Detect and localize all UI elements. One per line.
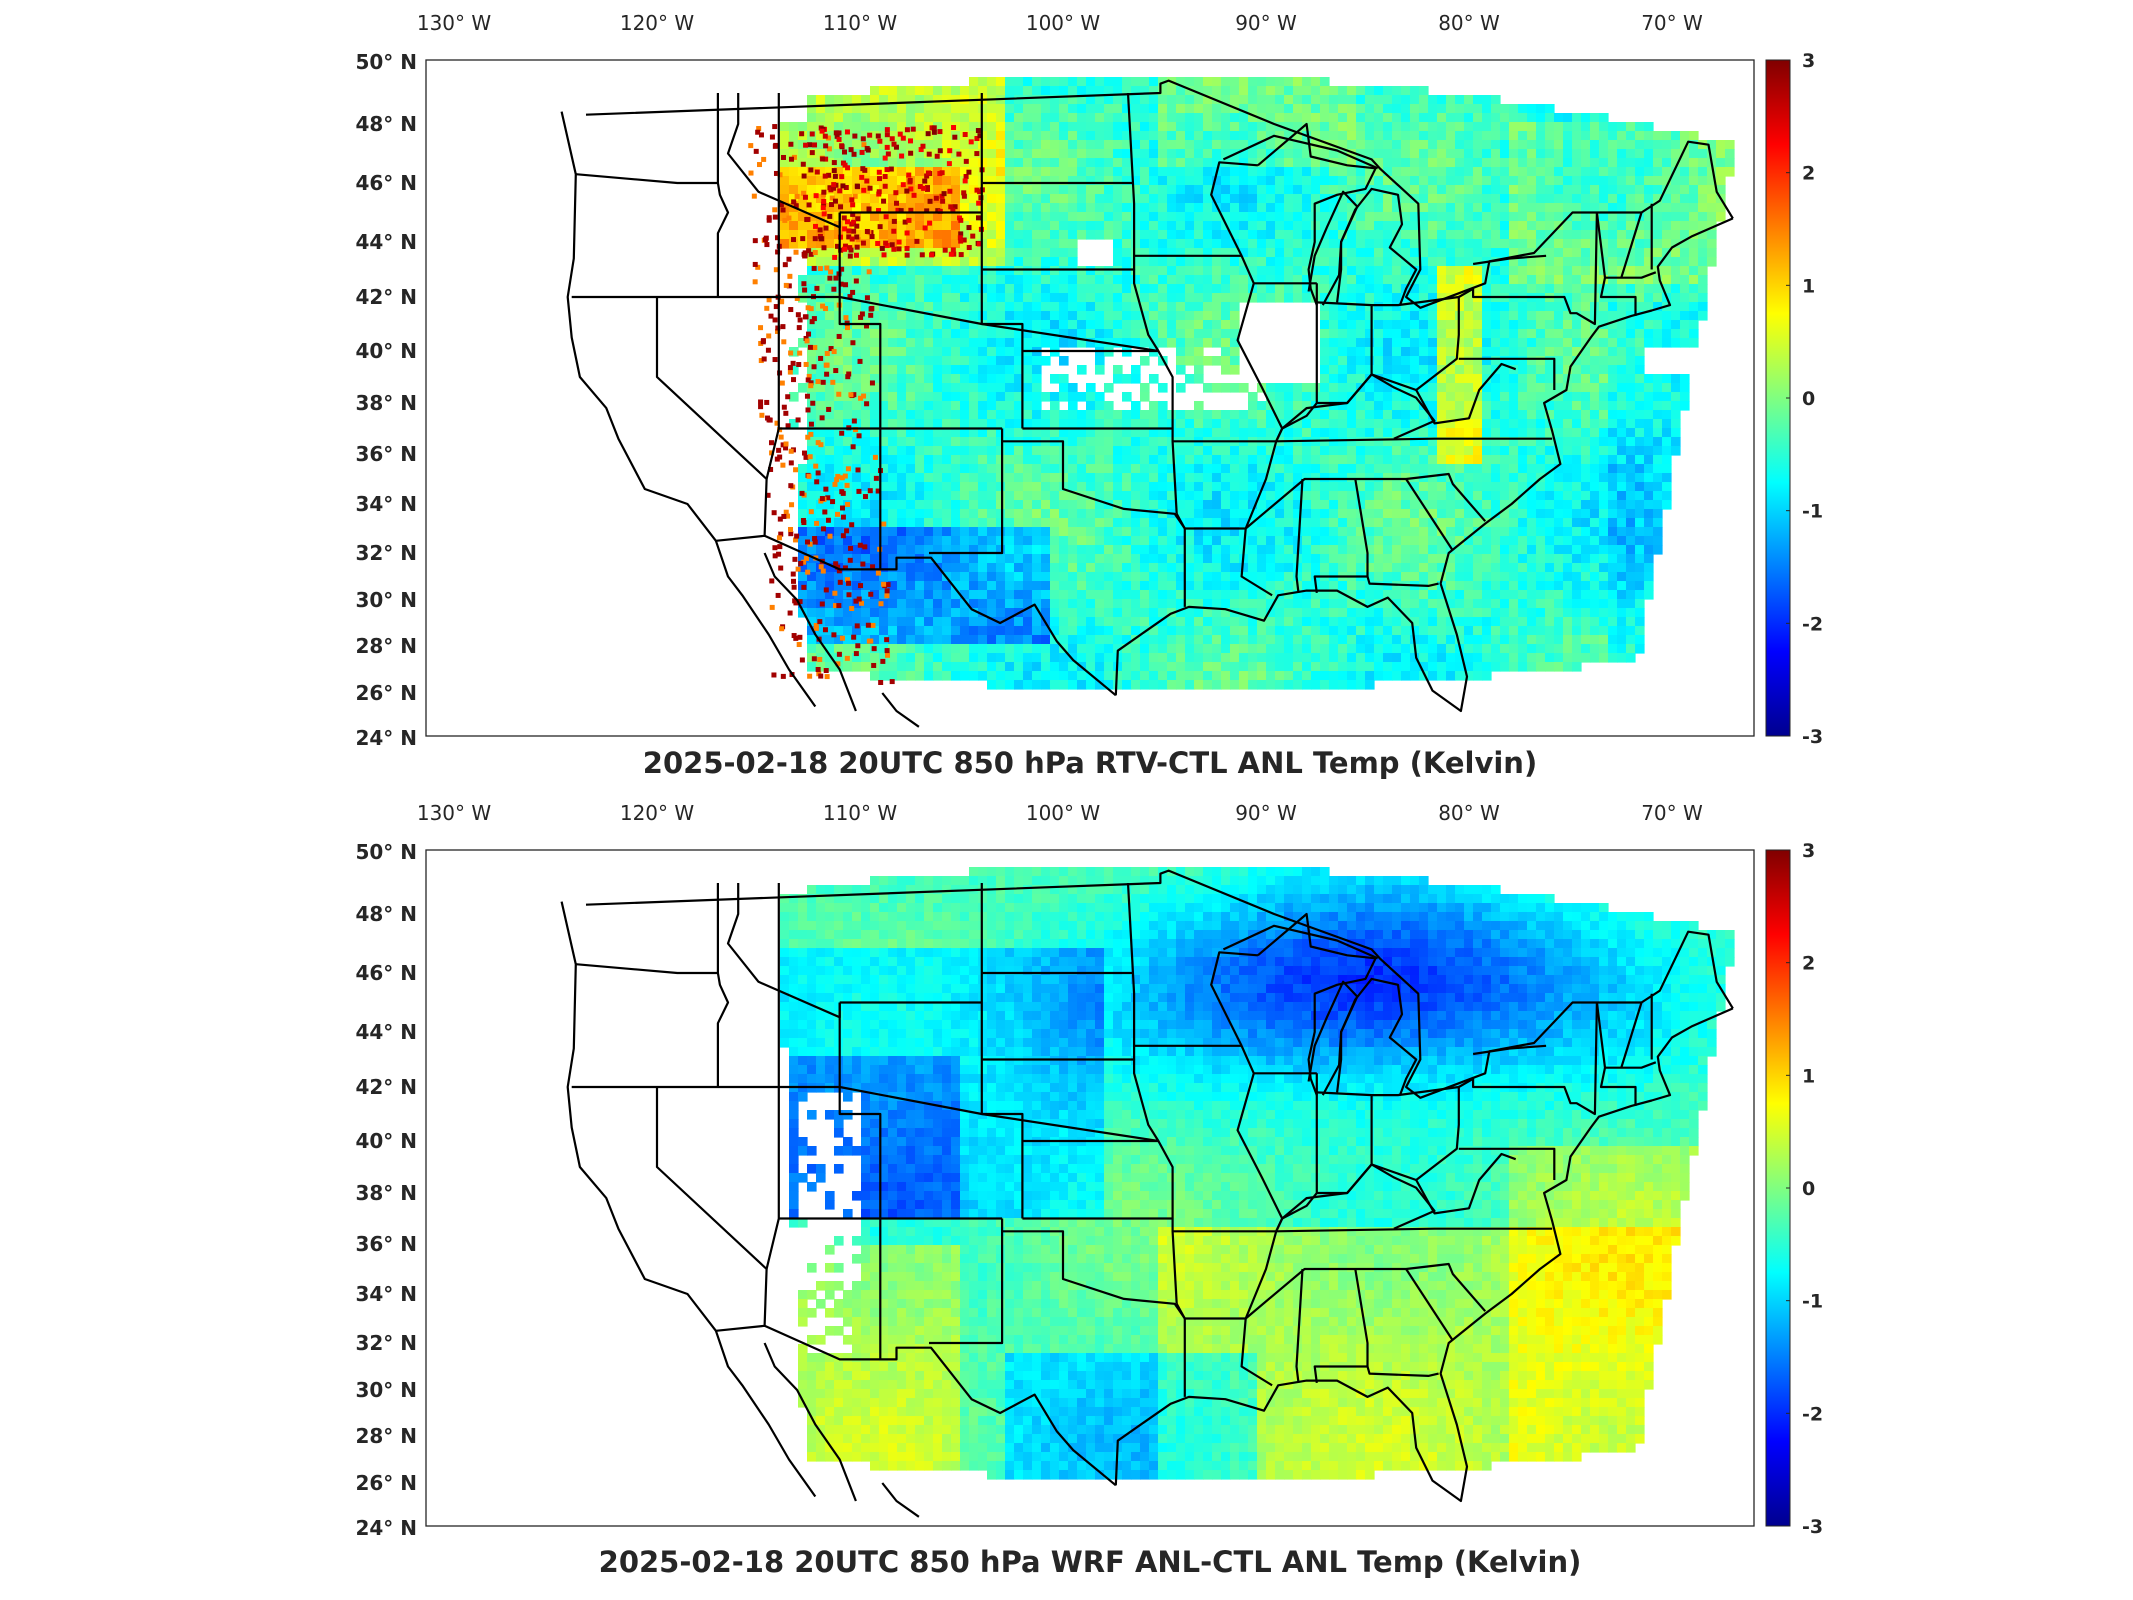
latitude-label: 34° N (355, 1282, 417, 1306)
colorbar-tick-label: -1 (1802, 1291, 1823, 1313)
colorbar-tick-label: -2 (1802, 613, 1823, 635)
latitude-label: 44° N (355, 230, 417, 254)
latitude-label: 28° N (355, 1424, 417, 1448)
latitude-labels-top: 50° N 48° N 46° N 44° N 42° N 40° N 38° N 36° N… (355, 50, 417, 750)
latitude-label: 24° N (355, 726, 417, 750)
colorbar-tick-label: 3 (1802, 840, 1815, 862)
latitude-label: 24° N (355, 1516, 417, 1540)
longitude-label: 100° W (1026, 11, 1101, 35)
latitude-label: 32° N (355, 1331, 417, 1355)
latitude-label: 30° N (355, 588, 417, 612)
latitude-label: 48° N (355, 902, 417, 926)
state-borders-bottom (560, 869, 1734, 1518)
colorbar-tick-label: -3 (1802, 1516, 1823, 1538)
state-borders-top (560, 79, 1734, 728)
colorbar-bottom: 3 2 1 0 -1 -2 -3 (1765, 840, 1823, 1538)
latitude-label: 40° N (355, 1129, 417, 1153)
longitude-label: 100° W (1026, 801, 1101, 825)
latitude-label: 36° N (355, 1232, 417, 1256)
latitude-label: 44° N (355, 1020, 417, 1044)
latitude-labels-bottom: 50° N 48° N 46° N 44° N 42° N 40° N 38° N 36° N… (355, 840, 417, 1540)
longitude-label: 70° W (1641, 801, 1703, 825)
latitude-label: 36° N (355, 442, 417, 466)
longitude-label: 120° W (620, 801, 695, 825)
colorbar-tick-label: 0 (1802, 1178, 1815, 1200)
latitude-label: 38° N (355, 1181, 417, 1205)
colorbar-tick-label: 1 (1802, 1065, 1815, 1087)
longitude-label: 90° W (1235, 11, 1297, 35)
latitude-label: 38° N (355, 391, 417, 415)
map-figure-bottom: 130° W 120° W 110° W 100° W 90° W 80° W 70° W … (355, 801, 1823, 1540)
latitude-label: 28° N (355, 634, 417, 658)
latitude-label: 50° N (355, 50, 417, 74)
map-figure-top: 130° W 120° W 110° W 100° W 90° W 80° W 70° W … (355, 11, 1823, 750)
colorbar-tick-label: 1 (1802, 275, 1815, 297)
latitude-label: 26° N (355, 681, 417, 705)
latitude-label: 42° N (355, 1075, 417, 1099)
latitude-label: 42° N (355, 285, 417, 309)
latitude-label: 30° N (355, 1378, 417, 1402)
colorbar-tick-label: 2 (1802, 953, 1815, 975)
colorbar-tick-label: -2 (1802, 1403, 1823, 1425)
longitude-label: 110° W (823, 801, 898, 825)
map-panel-bottom: 130° W 120° W 110° W 100° W 90° W 80° W 70° W … (0, 790, 2133, 1580)
latitude-label: 50° N (355, 840, 417, 864)
colorbar-tick-label: -1 (1802, 501, 1823, 523)
latitude-label: 40° N (355, 339, 417, 363)
longitude-labels-bottom: 130° W 120° W 110° W 100° W 90° W 80° W 70° W (417, 801, 1703, 825)
map-panel-top: 130° W 120° W 110° W 100° W 90° W 80° W 70° W … (0, 0, 2133, 790)
longitude-label: 130° W (417, 801, 492, 825)
longitude-label: 90° W (1235, 801, 1297, 825)
longitude-label: 120° W (620, 11, 695, 35)
map-frame-top (425, 59, 1755, 737)
temperature-difference-field-top (748, 77, 1735, 690)
colorbar-tick-label: 2 (1802, 163, 1815, 185)
longitude-labels-top: 130° W 120° W 110° W 100° W 90° W 80° W 70° W (417, 11, 1703, 35)
latitude-label: 32° N (355, 541, 417, 565)
map-frame-bottom (425, 849, 1755, 1527)
latitude-label: 34° N (355, 492, 417, 516)
latitude-label: 46° N (355, 961, 417, 985)
latitude-label: 46° N (355, 171, 417, 195)
longitude-label: 70° W (1641, 11, 1703, 35)
panel-title-bottom: 2025-02-18 20UTC 850 hPa WRF ANL-CTL ANL… (598, 1545, 1582, 1579)
colorbar-top: 3 2 1 0 -1 -2 -3 (1765, 50, 1823, 748)
longitude-label: 80° W (1438, 801, 1500, 825)
colorbar-tick-label: 0 (1802, 388, 1815, 410)
colorbar-tick-label: -3 (1802, 726, 1823, 748)
longitude-label: 80° W (1438, 11, 1500, 35)
panel-title-top: 2025-02-18 20UTC 850 hPa RTV-CTL ANL Tem… (642, 746, 1538, 780)
colorbar-tick-label: 3 (1802, 50, 1815, 72)
longitude-label: 130° W (417, 11, 492, 35)
latitude-label: 26° N (355, 1471, 417, 1495)
longitude-label: 110° W (823, 11, 898, 35)
latitude-label: 48° N (355, 112, 417, 136)
temperature-difference-field-bottom (780, 867, 1735, 1480)
